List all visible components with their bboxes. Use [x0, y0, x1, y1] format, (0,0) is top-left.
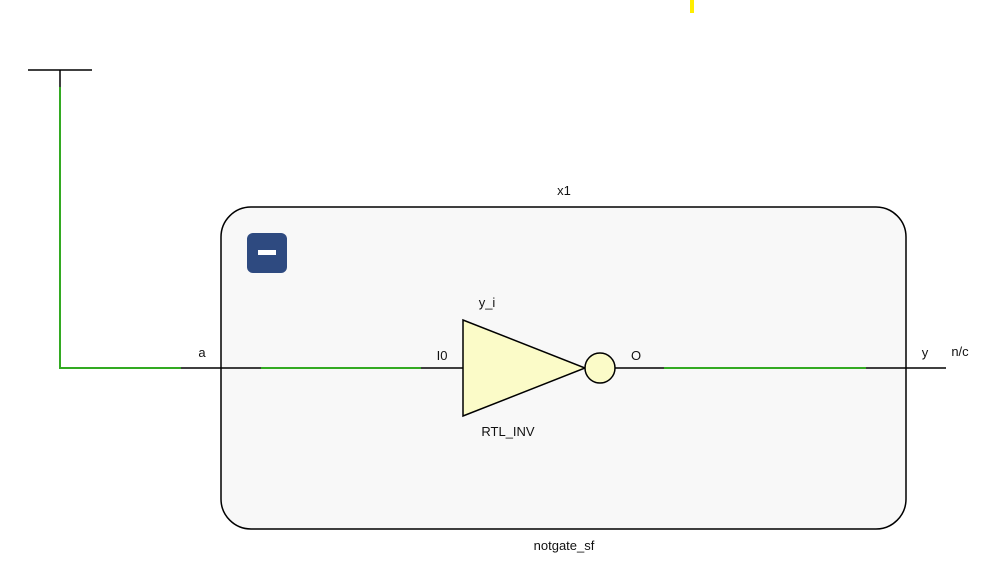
pin-o-label: O: [631, 348, 641, 363]
port-y-status-label: n/c: [951, 344, 969, 359]
cell-name-label: notgate_sf: [534, 538, 595, 553]
instance-name-label: x1: [557, 183, 571, 198]
inverter-bubble[interactable]: [584, 352, 616, 384]
minus-icon: [258, 250, 276, 255]
net-a-highlighted[interactable]: [59, 87, 181, 369]
selection-marker: [690, 0, 694, 13]
inverter-body[interactable]: [462, 318, 588, 418]
gate-type-label: RTL_INV: [481, 424, 535, 439]
port-a-label: a: [198, 345, 206, 360]
pin-i0-label: I0: [437, 348, 448, 363]
collapse-button[interactable]: [247, 233, 287, 273]
gate-name-label: y_i: [479, 295, 496, 310]
port-y-label: y: [922, 345, 929, 360]
ground-symbol[interactable]: [28, 69, 92, 87]
